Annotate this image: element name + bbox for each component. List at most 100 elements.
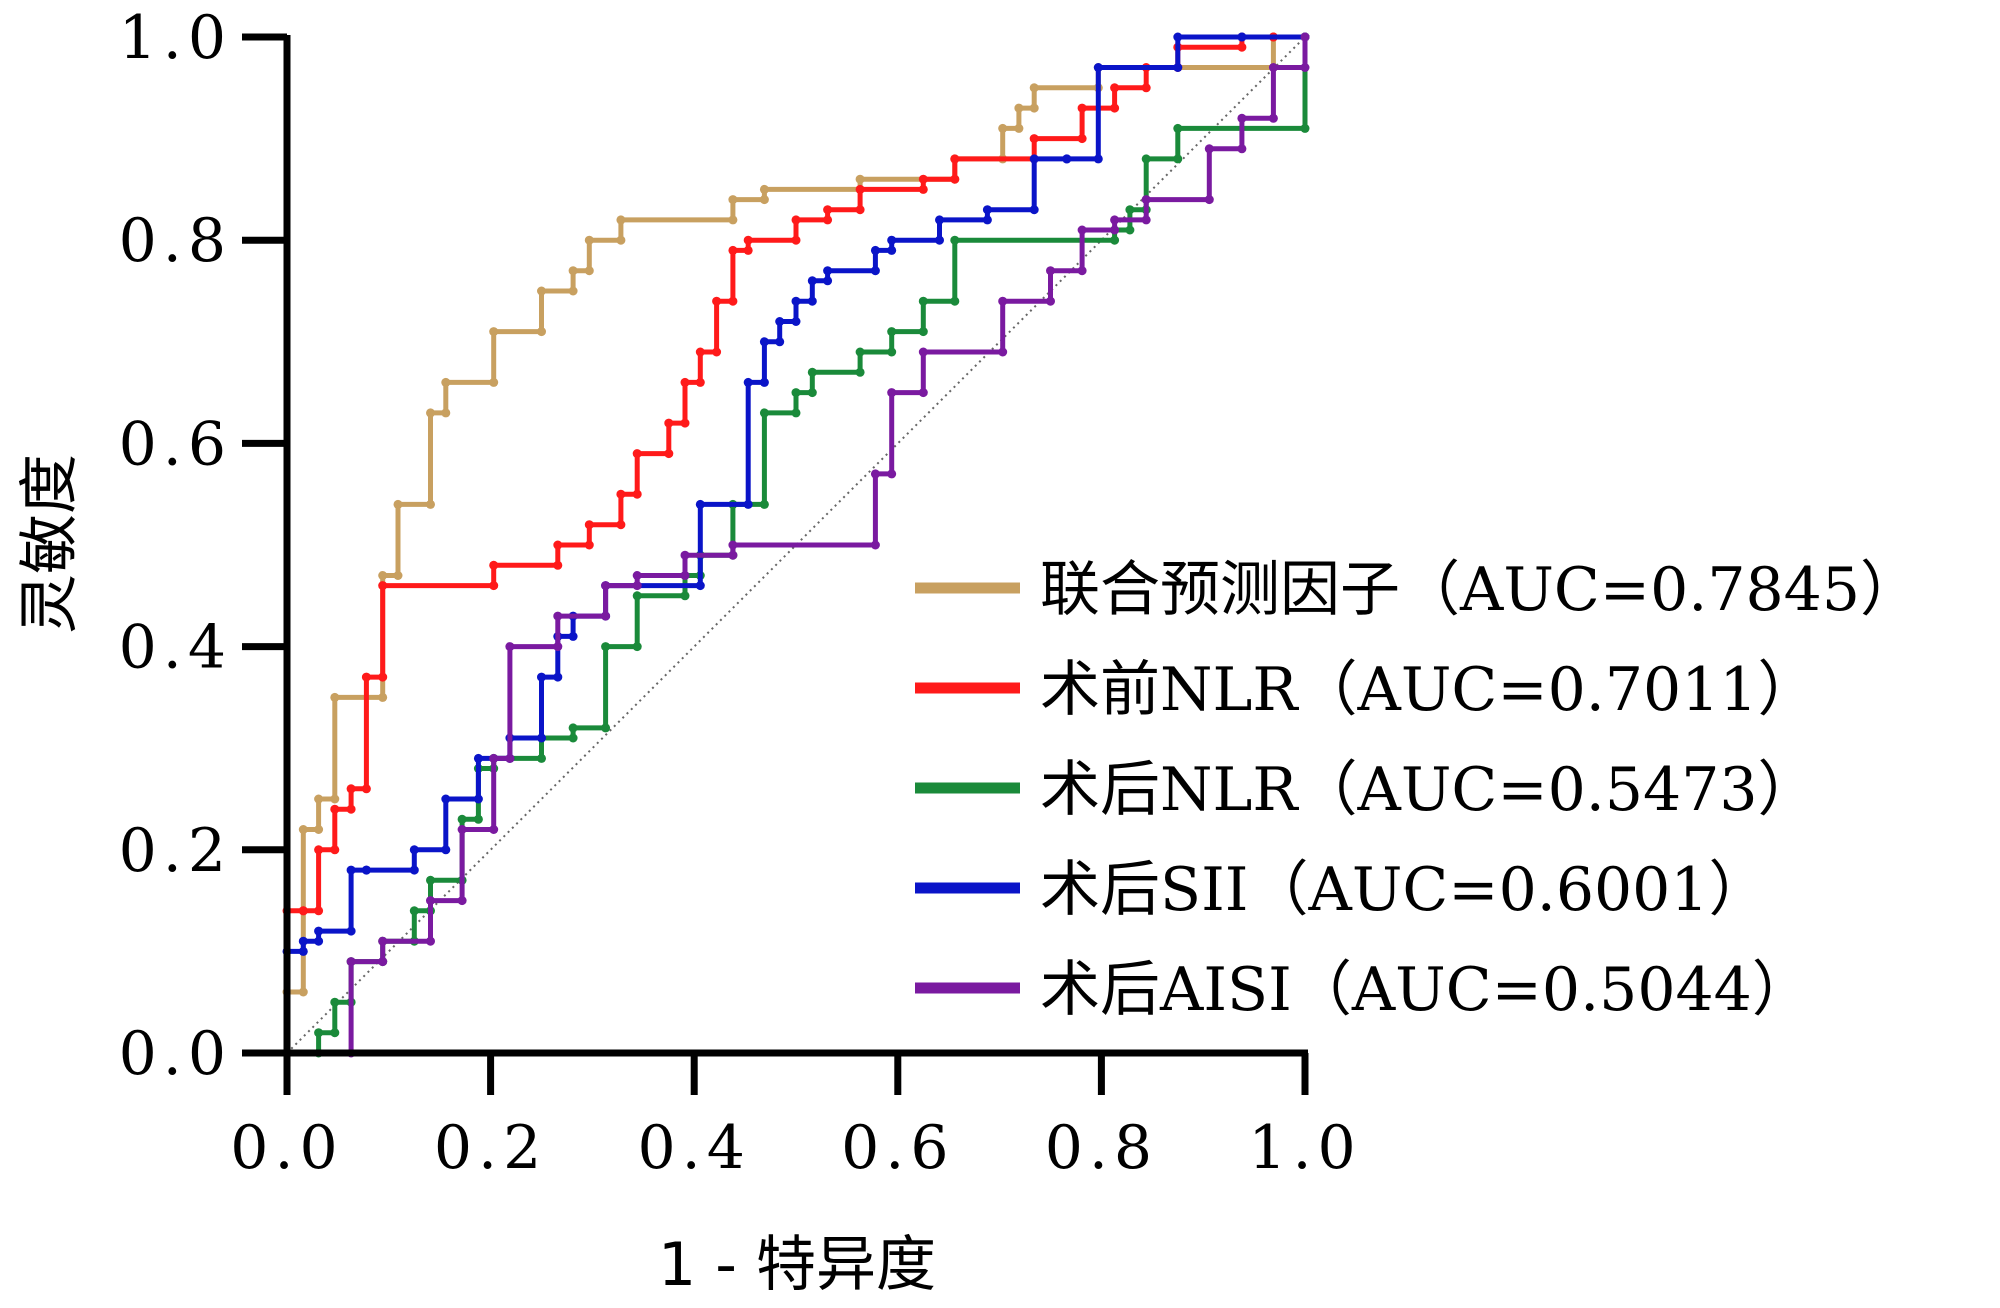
data-point [489, 581, 499, 591]
data-point [998, 123, 1008, 133]
data-point [664, 418, 674, 428]
data-point [695, 347, 705, 357]
axis-ticks: 0.0 0.2 0.4 0.6 0.8 1.0 0.0 0.2 0.4 0.6 0.8 1.0 [119, 3, 1356, 1183]
data-point [1125, 205, 1135, 215]
data-point [361, 784, 371, 794]
data-point [1077, 134, 1087, 144]
data-point [441, 845, 451, 855]
data-point [553, 672, 563, 682]
legend-item-4: 术后SII（AUC=0.6001） [915, 855, 1769, 925]
data-point [695, 581, 705, 591]
x-tick-label: 0.2 [434, 1113, 547, 1183]
data-point [473, 814, 483, 824]
data-point [1046, 266, 1055, 276]
data-point [553, 560, 563, 570]
data-point [1093, 63, 1103, 72]
x-axis-title: 1 - 特异度 [658, 1230, 936, 1300]
data-point [1173, 32, 1183, 42]
data-point [1046, 296, 1055, 306]
data-point [378, 957, 388, 967]
legend-label: 术后NLR（AUC=0.5473） [1040, 755, 1818, 825]
data-point [1268, 113, 1278, 123]
data-point [632, 449, 642, 459]
data-point [1300, 32, 1310, 42]
data-point [759, 499, 769, 509]
data-point [855, 205, 865, 215]
data-point [426, 875, 435, 885]
data-point [1110, 235, 1120, 245]
data-point [759, 337, 769, 347]
data-point [584, 266, 594, 276]
data-point [728, 245, 738, 255]
data-point [1173, 123, 1183, 133]
data-point [680, 377, 690, 387]
data-point [537, 733, 546, 743]
data-point [918, 347, 928, 357]
data-point [601, 611, 611, 621]
data-point [553, 540, 563, 550]
data-point [712, 296, 722, 306]
data-point [1029, 154, 1039, 164]
data-point [568, 286, 578, 296]
series-4 [282, 32, 1310, 1058]
data-point [409, 906, 419, 916]
data-point [1141, 83, 1151, 93]
data-point [1110, 215, 1120, 225]
data-point [489, 327, 499, 337]
data-point [457, 896, 467, 906]
data-point [426, 499, 435, 509]
data-point [1110, 103, 1120, 113]
data-point [441, 408, 451, 418]
data-point [1237, 42, 1247, 52]
data-point [712, 347, 722, 357]
data-point [855, 174, 865, 184]
data-point [632, 571, 642, 580]
data-point [378, 581, 388, 591]
data-point [1173, 63, 1183, 72]
series-5 [282, 32, 1310, 1058]
legend-item-1: 联合预测因子（AUC=0.7845） [915, 555, 1920, 625]
data-point [601, 581, 611, 591]
data-point [807, 367, 817, 377]
data-point [378, 936, 388, 946]
data-point [855, 184, 865, 194]
data-point [568, 631, 578, 641]
legend-item-3: 术后NLR（AUC=0.5473） [915, 755, 1818, 825]
data-point [298, 987, 308, 997]
data-point [791, 388, 801, 398]
data-point [473, 753, 483, 763]
data-point [1204, 195, 1214, 205]
data-point [553, 611, 563, 621]
data-point [791, 235, 801, 245]
data-point [791, 408, 801, 418]
data-point [346, 865, 356, 875]
data-point [457, 814, 467, 824]
data-point [346, 957, 356, 967]
data-point [775, 317, 785, 326]
data-point [426, 896, 435, 906]
data-point [505, 753, 515, 763]
data-point [807, 276, 817, 286]
data-point [918, 296, 928, 306]
x-tick-label: 0.4 [637, 1113, 750, 1183]
data-point [1110, 225, 1120, 235]
x-tick-label: 0.8 [1045, 1113, 1158, 1183]
data-point [1268, 63, 1278, 72]
data-point [601, 723, 611, 733]
data-point [918, 174, 928, 184]
data-point [695, 377, 705, 387]
data-point [982, 205, 992, 215]
y-tick-label: 0.0 [119, 1019, 232, 1089]
data-point [775, 337, 785, 347]
data-point [505, 642, 515, 652]
data-point [823, 215, 833, 225]
data-point [887, 388, 897, 398]
data-point [823, 205, 833, 215]
data-point [743, 377, 753, 387]
data-point [887, 245, 897, 255]
legend: 联合预测因子（AUC=0.7845） 术前NLR（AUC=0.7011） 术后NLR… [915, 555, 1920, 1025]
data-point [378, 672, 388, 682]
data-point [743, 245, 753, 255]
data-point [489, 377, 499, 387]
data-point [426, 408, 435, 418]
